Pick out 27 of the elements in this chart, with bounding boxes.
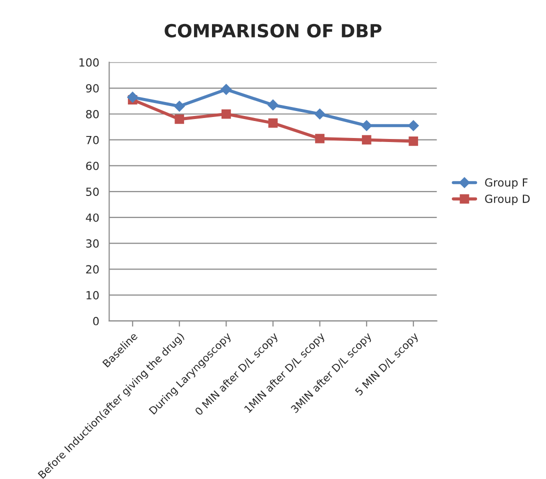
y-tick-label: 100	[79, 58, 99, 67]
y-tick-label: 40	[86, 213, 99, 222]
y-tick-label: 80	[86, 110, 99, 118]
chart-title: COMPARISON OF DBP	[164, 24, 382, 38]
y-tick-label: 70	[86, 136, 99, 144]
y-tick-label: 20	[86, 265, 99, 274]
point	[268, 100, 278, 110]
y-tick-label: 60	[86, 162, 99, 170]
point	[408, 120, 419, 132]
y-tick-label: 30	[86, 239, 99, 248]
legend-label: Group D	[485, 194, 530, 206]
point	[222, 109, 231, 119]
y-tick-label: 10	[86, 291, 99, 300]
point	[314, 108, 326, 120]
point	[174, 114, 184, 124]
point	[174, 100, 185, 112]
point	[361, 120, 372, 132]
point	[127, 92, 138, 103]
y-tick-label: 50	[86, 188, 99, 196]
legend-label: Group F	[485, 178, 528, 189]
point	[315, 134, 324, 144]
point	[268, 118, 278, 128]
point	[408, 136, 418, 146]
y-tick-label: 90	[86, 84, 99, 93]
point	[362, 135, 372, 145]
point	[220, 84, 232, 95]
y-tick-label: 0	[93, 316, 99, 326]
